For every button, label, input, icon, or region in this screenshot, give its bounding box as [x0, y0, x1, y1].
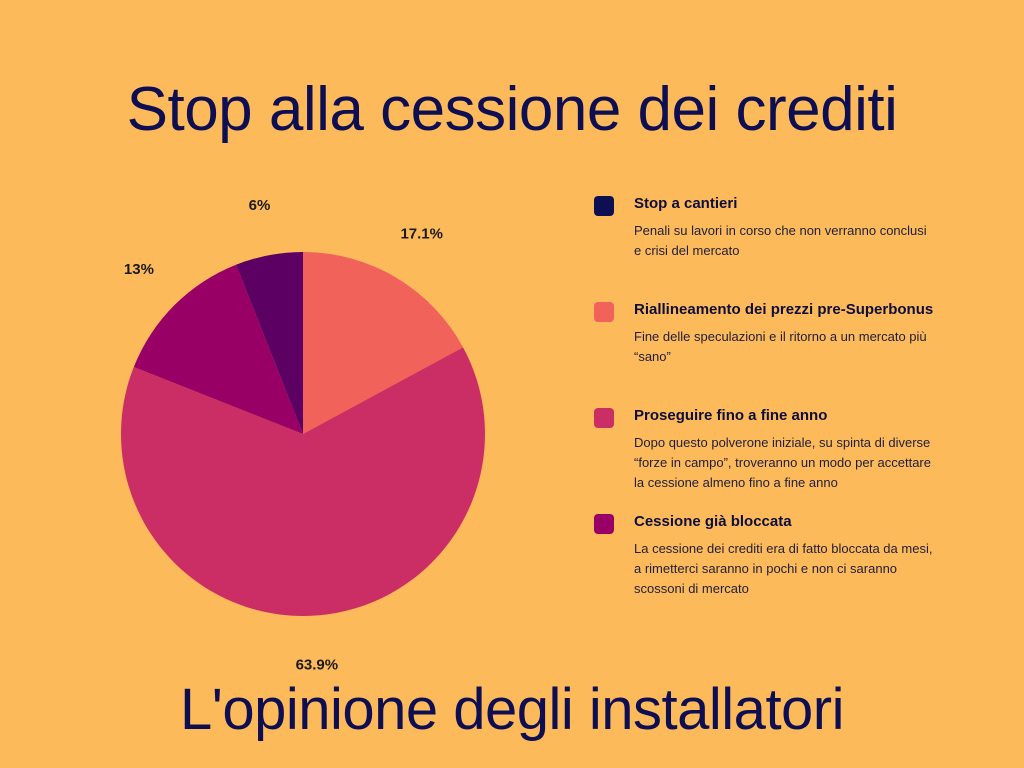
pie-slice-label-3: 13% [124, 261, 154, 278]
legend-item-title: Riallineamento dei prezzi pre-Superbonus [634, 301, 934, 318]
pie-slice-3 [133, 264, 303, 434]
legend-item-title: Cessione già bloccata [634, 513, 792, 530]
legend-swatch [594, 302, 614, 322]
pie-slice-1 [303, 252, 464, 434]
pie-slice-2 [120, 347, 486, 616]
pie-labels: 17.1% 63.9% 13% 6% [124, 197, 443, 673]
legend-item-description: Penali su lavori in corso che non verran… [634, 223, 927, 258]
legend-swatch [594, 408, 614, 428]
pie-slice-label-4: 6% [249, 197, 271, 214]
legend-swatch [594, 196, 614, 216]
legend-item-description: La cessione dei crediti era di fatto blo… [634, 541, 933, 596]
legend-item-description: Dopo questo polverone iniziale, su spint… [634, 435, 931, 490]
pie-slice-label-2: 63.9% [296, 657, 339, 674]
chart-subtitle: L'opinione degli installatori [179, 677, 845, 742]
chart-title: Stop alla cessione dei crediti [126, 75, 898, 144]
legend-item-description: Fine delle speculazioni e il ritorno a u… [634, 329, 927, 364]
legend-item-title: Proseguire fino a fine anno [634, 407, 828, 424]
legend-item-title: Stop a cantieri [634, 195, 738, 212]
pie-slice-label-1: 17.1% [400, 226, 443, 243]
pie-slices [120, 252, 486, 616]
pie-slice-4 [236, 252, 303, 434]
legend-swatch [594, 514, 614, 534]
